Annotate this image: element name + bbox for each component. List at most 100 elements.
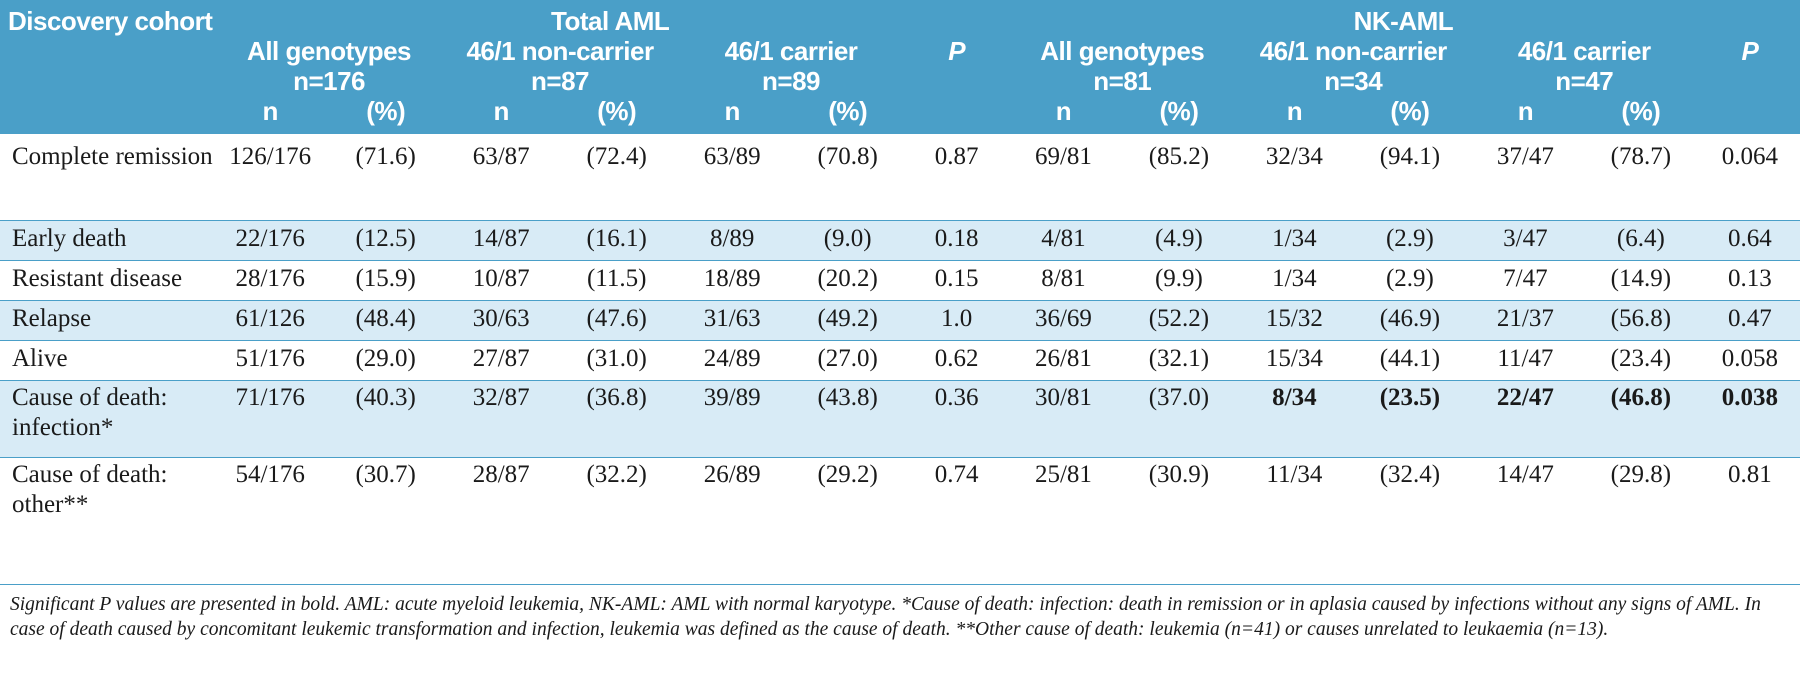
cell: (32.2): [586, 461, 647, 488]
cell: 11/34: [1266, 461, 1323, 488]
p-value-cell: 0.15: [934, 265, 979, 292]
cell: 4/81: [1006, 220, 1121, 261]
cell: 37/47: [1496, 143, 1554, 170]
cell: 28/176: [235, 265, 305, 292]
p-value-cell: 0.064: [1721, 143, 1778, 170]
cell: 30/63: [444, 300, 558, 341]
row-label: Cause of death: other**: [12, 461, 168, 518]
cell: (23.5): [1351, 380, 1469, 458]
cell: (56.8): [1582, 300, 1700, 341]
cell: 15/32: [1237, 300, 1352, 341]
cell: (11.5): [586, 265, 647, 292]
cell: (27.0): [817, 345, 878, 372]
cell: (6.4): [1582, 220, 1700, 261]
sub-header-label: All genotypes: [1040, 36, 1205, 66]
cell: 32/34: [1265, 143, 1323, 170]
col-pct-header: (%): [1390, 96, 1430, 126]
row-label: Early death: [0, 220, 214, 261]
cell: (20.2): [817, 265, 878, 292]
cell: 10/87: [472, 265, 530, 292]
cell: (29.2): [817, 461, 878, 488]
p-value-header: P: [948, 36, 966, 66]
cell: (37.0): [1120, 380, 1238, 458]
cell: 1/34: [1237, 220, 1352, 261]
cell: (70.8): [817, 143, 878, 170]
cell: (46.9): [1351, 300, 1469, 341]
cell: 8/81: [1041, 265, 1086, 292]
cell: 11/47: [1497, 345, 1554, 372]
p-value-cell: 0.47: [1699, 300, 1800, 341]
table-title: Discovery cohort: [8, 6, 213, 36]
cell: 63/87: [472, 143, 530, 170]
sub-header-n: n=176: [293, 66, 366, 96]
sub-header-label: All genotypes: [247, 36, 412, 66]
cell: 61/126: [213, 300, 327, 341]
sub-header-label: 46/1 carrier: [1517, 36, 1651, 66]
cell: 39/89: [675, 380, 789, 458]
cell: 32/87: [444, 380, 558, 458]
col-n-header: n: [262, 96, 279, 126]
cell: (78.7): [1610, 143, 1672, 170]
cell: (29.0): [355, 345, 416, 372]
cell: (29.8): [1610, 461, 1672, 488]
cell: (12.5): [326, 220, 445, 261]
cell: (14.9): [1610, 265, 1672, 292]
p-value-cell: 0.18: [906, 220, 1007, 261]
cell: 126/176: [229, 143, 312, 170]
table-row-alive: Alive 51/176 (29.0) 27/87 (31.0) 24/89 (…: [0, 341, 1800, 381]
cell: 27/87: [472, 345, 530, 372]
cell: (47.6): [557, 300, 676, 341]
cell: (32.4): [1379, 461, 1441, 488]
p-value-cell: 0.64: [1699, 220, 1800, 261]
cell: 8/34: [1237, 380, 1352, 458]
footnote-divider: [0, 584, 1800, 585]
col-n-header: n: [1055, 96, 1072, 126]
table-row-cause-of-death-infection: Cause of death: infection* 71/176 (40.3)…: [0, 380, 1800, 458]
row-label: Resistant disease: [12, 265, 183, 292]
cell: 1/34: [1272, 265, 1317, 292]
table-row-relapse: Relapse 61/126 (48.4) 30/63 (47.6) 31/63…: [0, 300, 1800, 341]
col-pct-header: (%): [1621, 96, 1661, 126]
cell: 36/69: [1006, 300, 1121, 341]
cell: 8/89: [675, 220, 789, 261]
col-pct-header: (%): [1159, 96, 1199, 126]
row-label: Alive: [12, 345, 68, 372]
cell: 14/47: [1496, 461, 1554, 488]
cell: 31/63: [675, 300, 789, 341]
col-n-header: n: [1286, 96, 1303, 126]
cell: (72.4): [586, 143, 647, 170]
cell: 63/89: [703, 143, 761, 170]
p-value-cell: 0.36: [906, 380, 1007, 458]
table-row-cause-of-death-other: Cause of death: other** 54/176 (30.7) 28…: [0, 458, 1800, 535]
cell: (9.9): [1154, 265, 1203, 292]
discovery-cohort-table: Discovery cohort Total AML NK-AML All ge…: [0, 0, 1800, 535]
cell: (31.0): [586, 345, 647, 372]
table-row-complete-remission: Complete remission 126/176 (71.6) 63/87 …: [0, 134, 1800, 221]
cell: 28/87: [472, 461, 530, 488]
cell: (46.8): [1582, 380, 1700, 458]
cell: 18/89: [703, 265, 761, 292]
cell: 69/81: [1034, 143, 1092, 170]
p-value-header: P: [1741, 36, 1759, 66]
cell: 51/176: [235, 345, 305, 372]
p-value-cell: 0.058: [1721, 345, 1778, 372]
row-label: Cause of death: infection*: [0, 380, 214, 458]
cell: (2.9): [1385, 265, 1434, 292]
cell: 7/47: [1503, 265, 1548, 292]
sub-header-n: n=89: [762, 66, 820, 96]
p-value-cell: 1.0: [906, 300, 1007, 341]
cell: 26/89: [703, 461, 761, 488]
cell: 26/81: [1034, 345, 1092, 372]
cell: (23.4): [1610, 345, 1672, 372]
cell: (30.9): [1148, 461, 1210, 488]
table-row-early-death: Early death 22/176 (12.5) 14/87 (16.1) 8…: [0, 220, 1800, 261]
p-value-cell: 0.038: [1699, 380, 1800, 458]
row-label: Complete remission: [12, 143, 213, 170]
cell: 15/34: [1265, 345, 1323, 372]
p-value-cell: 0.13: [1727, 265, 1772, 292]
p-value-cell: 0.74: [934, 461, 979, 488]
cell: (40.3): [326, 380, 445, 458]
sub-header-n: n=87: [531, 66, 590, 96]
cell: (71.6): [355, 143, 416, 170]
p-value-cell: 0.62: [934, 345, 979, 372]
